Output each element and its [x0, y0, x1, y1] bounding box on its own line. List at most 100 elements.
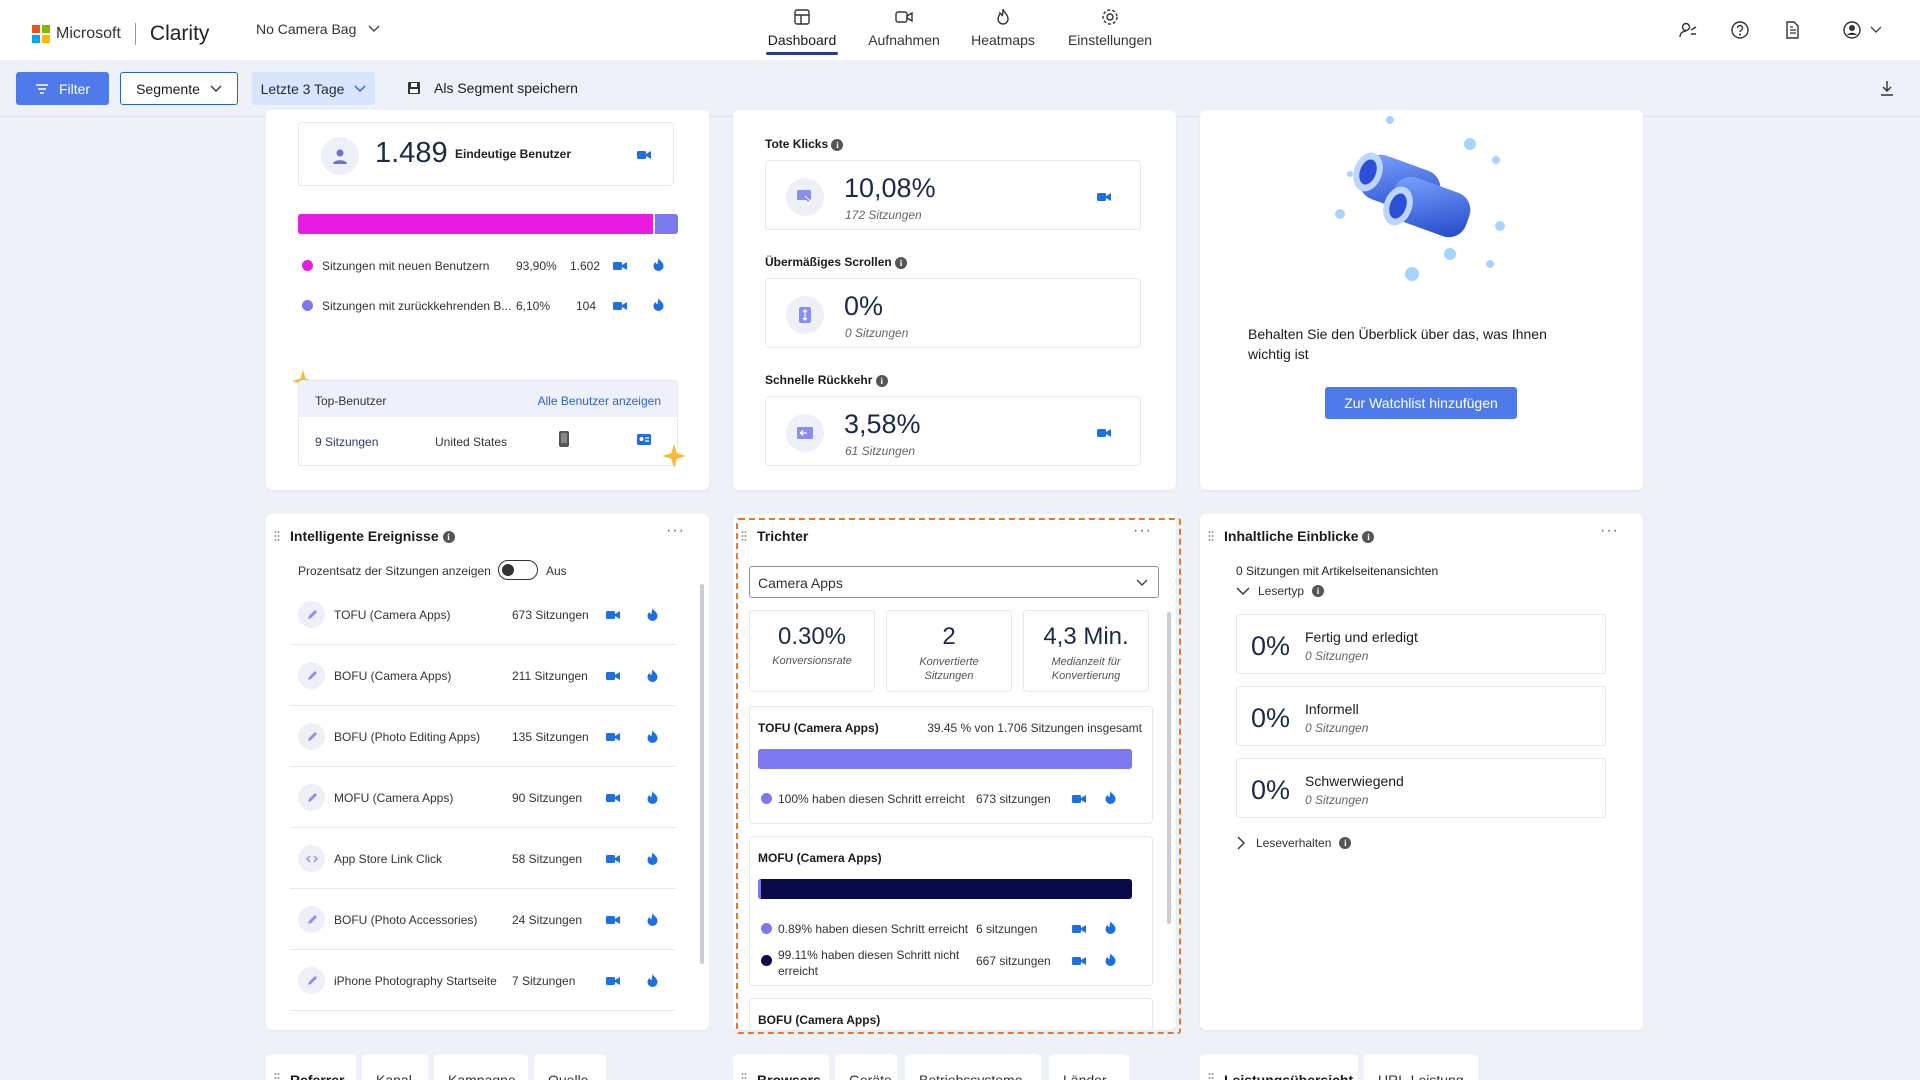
scrollbar[interactable]: [1167, 612, 1171, 924]
chevron-down-icon: [354, 85, 366, 92]
project-selector[interactable]: No Camera Bag: [256, 21, 380, 37]
reading-behavior-toggle[interactable]: Leseverhalten i: [1236, 836, 1352, 850]
list-item[interactable]: BOFU (Camera Apps) 211 Sitzungen: [290, 646, 676, 706]
tab-heatmaps[interactable]: Heatmaps: [970, 8, 1036, 48]
document-icon[interactable]: [1782, 20, 1802, 40]
tab-aufnahmen[interactable]: Aufnahmen: [866, 8, 942, 48]
info-icon[interactable]: i: [1362, 531, 1375, 544]
account-menu[interactable]: [1842, 20, 1882, 40]
more-options-icon[interactable]: ···: [666, 522, 685, 539]
heatmap-flame-icon[interactable]: [647, 669, 658, 683]
toggle-label: Prozentsatz der Sitzungen anzeigen: [298, 564, 491, 578]
heatmap-flame-icon[interactable]: [653, 298, 664, 312]
download-icon[interactable]: [1880, 80, 1894, 96]
more-options-icon[interactable]: ···: [1600, 522, 1619, 539]
video-camera-icon[interactable]: [613, 261, 627, 271]
drag-handle-icon[interactable]: [274, 530, 280, 542]
list-item[interactable]: MOFU (Camera Apps) 90 Sitzungen: [290, 768, 676, 828]
heatmap-flame-icon[interactable]: [647, 913, 658, 927]
view-all-users-link[interactable]: Alle Benutzer anzeigen: [537, 394, 661, 408]
video-camera-icon[interactable]: [613, 301, 627, 311]
info-icon[interactable]: i: [1339, 837, 1352, 849]
funnel-select[interactable]: Camera Apps: [749, 566, 1159, 598]
tab-kanal[interactable]: Kanal: [362, 1054, 428, 1080]
clarity-label: Clarity: [149, 22, 210, 45]
video-camera-icon[interactable]: [606, 976, 620, 986]
video-camera-icon[interactable]: [1072, 924, 1086, 934]
heatmap-flame-icon[interactable]: [1105, 953, 1116, 967]
list-item[interactable]: BOFU (Photo Editing Apps) 135 Sitzungen: [290, 707, 676, 767]
tab-laender[interactable]: Länder: [1049, 1054, 1129, 1080]
heatmap-flame-icon[interactable]: [647, 730, 658, 744]
list-item[interactable]: BOFU (Photo Accessories) 24 Sitzungen: [290, 890, 676, 950]
info-icon[interactable]: i: [1312, 585, 1325, 597]
info-icon[interactable]: i: [895, 256, 908, 269]
add-to-watchlist-button[interactable]: Zur Watchlist hinzufügen: [1325, 387, 1517, 419]
video-camera-icon[interactable]: [606, 915, 620, 925]
drag-handle-icon[interactable]: [741, 530, 747, 542]
tab-browsers[interactable]: Browsers: [733, 1054, 829, 1080]
info-icon[interactable]: i: [875, 374, 888, 387]
dead-clicks-metric[interactable]: 10,08% 172 Sitzungen: [765, 160, 1141, 230]
heatmap-flame-icon[interactable]: [1105, 791, 1116, 805]
percentage-toggle[interactable]: [498, 560, 538, 580]
tab-geraete[interactable]: Geräte: [835, 1054, 897, 1080]
converted-sessions-stat: 2 Konvertierte Sitzungen: [886, 610, 1012, 692]
heatmap-flame-icon[interactable]: [653, 258, 664, 272]
segments-dropdown[interactable]: Segmente: [120, 72, 238, 105]
tab-leistungsuebersicht[interactable]: Leistungsübersicht: [1200, 1054, 1358, 1080]
save-segment-button[interactable]: Als Segment speichern: [406, 80, 578, 96]
heatmap-flame-icon[interactable]: [647, 974, 658, 988]
video-camera-icon[interactable]: [637, 150, 651, 160]
video-camera-icon[interactable]: [1072, 956, 1086, 966]
heatmap-flame-icon[interactable]: [647, 852, 658, 866]
excessive-scroll-metric[interactable]: 0% 0 Sitzungen: [765, 278, 1141, 348]
video-camera-icon[interactable]: [1072, 794, 1086, 804]
heatmap-flame-icon[interactable]: [647, 608, 658, 622]
filter-button[interactable]: Filter: [16, 72, 109, 105]
video-camera-icon[interactable]: [606, 793, 620, 803]
quick-back-metric[interactable]: 3,58% 61 Sitzungen: [765, 396, 1141, 466]
video-camera-icon[interactable]: [606, 732, 620, 742]
video-camera-icon[interactable]: [606, 610, 620, 620]
list-item[interactable]: TOFU (Camera Apps) 673 Sitzungen: [290, 585, 676, 645]
user-card-icon[interactable]: [637, 434, 651, 445]
drag-handle-icon[interactable]: [1208, 530, 1214, 542]
video-camera-icon[interactable]: [1097, 192, 1111, 202]
top-user-row[interactable]: 9 Sitzungen United States: [299, 417, 677, 465]
chevron-down-icon: [1136, 579, 1148, 586]
binoculars-illustration-icon: [1335, 116, 1505, 281]
more-options-icon[interactable]: ···: [1133, 522, 1152, 539]
metric-sessions: 0 Sitzungen: [845, 326, 909, 340]
top-users-box: Top-Benutzer Alle Benutzer anzeigen 9 Si…: [298, 380, 678, 466]
microsoft-logo-icon: [32, 25, 50, 43]
microsoft-clarity-logo[interactable]: Microsoft Clarity: [32, 22, 209, 46]
tab-url-leistung[interactable]: URL-Leistung: [1364, 1054, 1478, 1080]
tab-dashboard[interactable]: Dashboard: [766, 8, 838, 48]
tab-kampagne[interactable]: Kampagne: [434, 1054, 528, 1080]
heatmap-flame-icon[interactable]: [647, 791, 658, 805]
video-camera-icon[interactable]: [606, 854, 620, 864]
funnel-card: Trichter ··· Camera Apps 0.30% Konversio…: [733, 514, 1176, 1030]
list-item[interactable]: App Store Link Click 58 Sitzungen: [290, 829, 676, 889]
legend-dot: [302, 300, 313, 311]
account-icon: [1843, 21, 1861, 39]
video-camera-icon[interactable]: [606, 671, 620, 681]
tab-einstellungen[interactable]: Einstellungen: [1066, 8, 1154, 48]
share-users-icon[interactable]: [1678, 20, 1698, 40]
median-conversion-time-stat: 4,3 Min. Medianzeit für Konvertierung: [1023, 610, 1149, 692]
info-icon[interactable]: i: [831, 138, 844, 151]
video-camera-icon[interactable]: [1097, 428, 1111, 438]
tab-referrer[interactable]: Referrer: [266, 1054, 356, 1080]
reader-type-toggle[interactable]: Lesertyp i: [1236, 584, 1325, 598]
info-icon[interactable]: i: [442, 531, 455, 544]
date-range-dropdown[interactable]: Letzte 3 Tage: [252, 72, 375, 105]
tab-betriebssysteme[interactable]: Betriebssysteme: [905, 1054, 1041, 1080]
tab-quelle[interactable]: Quelle: [534, 1054, 606, 1080]
scrollbar[interactable]: [700, 584, 704, 964]
help-icon[interactable]: [1730, 20, 1750, 40]
save-icon: [408, 82, 420, 94]
list-item[interactable]: iPhone Photography Startseite 7 Sitzungen: [290, 951, 676, 1011]
heatmap-flame-icon[interactable]: [1105, 921, 1116, 935]
watchlist-message: Behalten Sie den Überblick über das, was…: [1248, 326, 1547, 362]
